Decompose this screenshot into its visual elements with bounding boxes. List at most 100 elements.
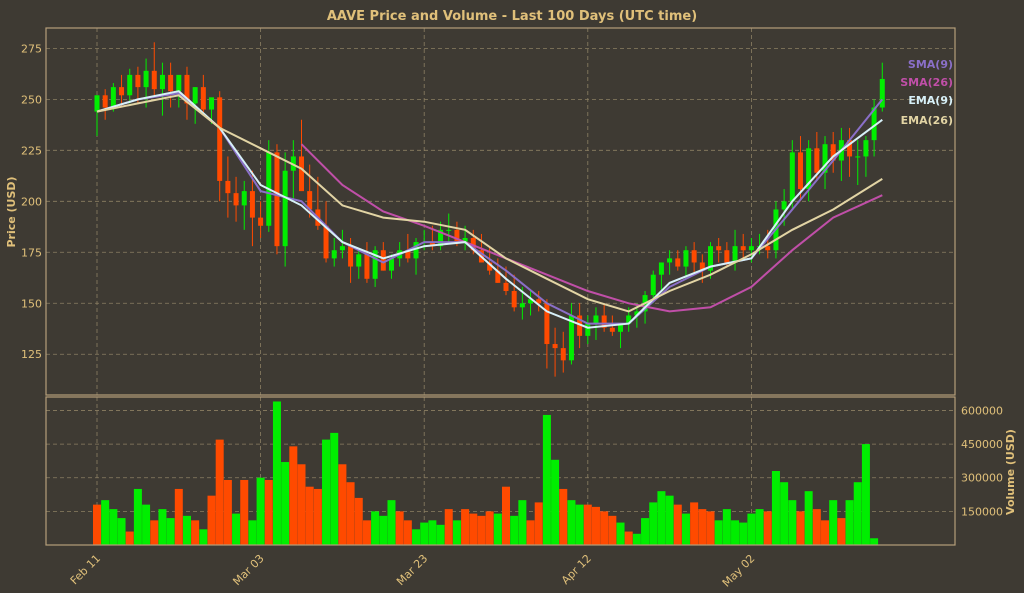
volume-bar [534,502,543,545]
volume-bar [412,529,421,545]
candle-body [560,348,566,361]
volume-bar [780,482,789,545]
candle-body [797,152,803,190]
volume-bar [485,511,494,545]
volume-bar [387,500,396,545]
candle-body [307,191,313,210]
price-tick-label: 200 [21,195,42,208]
volume-bar [632,533,641,545]
volume-bar [812,509,821,545]
volume-bar [362,520,371,545]
candle-body [683,250,689,267]
volume-bar [281,462,290,545]
volume-bar [215,439,224,545]
volume-bar [739,522,748,545]
volume-bar [616,522,625,545]
candle-body [168,74,174,92]
volume-bar [93,504,101,545]
candle-body [708,246,713,271]
volume-bar [199,529,208,545]
volume-bar [870,538,879,545]
volume-bar [861,444,870,545]
candle-body [209,97,215,110]
candle-body [830,144,836,161]
legend-label: EMA(26) [901,114,953,127]
volume-bar [469,513,478,545]
volume-frame [45,396,956,546]
volume-bar [641,518,650,545]
volume-bar [371,511,380,545]
candle-body [364,254,370,279]
volume-tick-label: 150000 [961,505,1003,518]
ma-line [96,94,883,313]
volume-bar [256,477,265,545]
candle-body [192,87,198,104]
candle-body [495,270,501,283]
candle-body [184,74,190,104]
candle-body [675,258,681,267]
volume-bar [698,509,707,545]
candle-body [258,217,264,226]
candle-body [568,315,574,361]
candle-body [200,87,206,110]
candle-body [470,238,476,251]
candle-body [487,262,493,271]
candle-body [119,87,125,96]
candle-body [732,246,738,263]
candle-body [323,225,329,259]
volume-bar [461,509,470,545]
volume-bar [722,509,731,545]
volume-bar [101,500,110,545]
candle-body [650,274,656,296]
candle-body [740,246,746,251]
candle-body [863,140,869,157]
volume-tick-label: 450000 [961,438,1003,451]
legend-label: SMA(9) [908,58,953,71]
ma-line [96,90,883,329]
candle-body [618,323,624,332]
candle-body [781,201,787,210]
volume-bar [837,518,846,545]
candle-body [765,246,771,251]
volume-bar [166,518,175,545]
candle-body [94,95,100,112]
volume-bar [821,520,830,545]
volume-bar [690,502,699,545]
candle-body [577,315,583,336]
candle-body [405,250,411,259]
candle-body [609,327,615,332]
volume-bar [313,488,322,545]
volume-bar [289,446,298,545]
candle-body [176,74,182,92]
volume-bar [248,520,257,545]
candle-body [143,70,149,88]
price-tick-label: 250 [21,93,42,106]
volume-bar [706,511,715,545]
volume-bar [608,515,617,545]
volume-bar [133,488,142,545]
candle-body [110,87,116,108]
candle-body [691,250,697,263]
chart-title: AAVE Price and Volume - Last 100 Days (U… [327,9,697,24]
volume-bar [117,518,126,545]
volume-bar [142,504,151,545]
price-tick-label: 150 [21,297,42,310]
candle-body [454,229,460,243]
candle-body [593,315,599,324]
candle-body [855,156,861,158]
candle-body [667,258,673,263]
candle-body [233,193,239,206]
candle-body [871,107,877,141]
volume-bar [150,520,159,545]
candle-body [241,191,247,206]
volume-bar [240,479,249,545]
volume-bar [624,531,633,545]
candle-body [503,282,509,292]
volume-bar [567,500,576,545]
legend-label: SMA(26) [900,76,953,89]
candle-body [339,246,345,251]
volume-bar [649,502,658,545]
volume-bar [518,500,527,545]
candle-body [544,303,550,345]
